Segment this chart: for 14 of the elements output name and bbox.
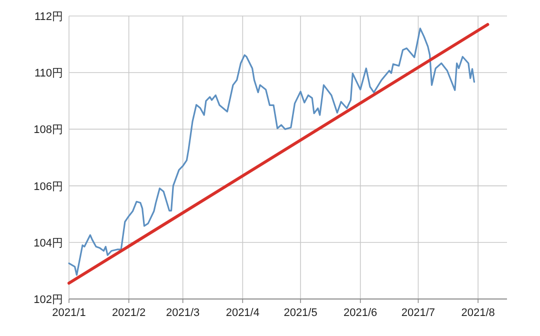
x-tick-label: 2021/2 (112, 307, 146, 319)
y-tick-label: 106円 (34, 180, 63, 193)
x-tick-label: 2021/7 (401, 307, 436, 319)
y-tick-label: 112円 (34, 11, 63, 23)
x-tick-label: 2021/8 (461, 307, 495, 319)
x-tick-label: 2021/4 (226, 307, 260, 319)
y-tick-label: 102円 (34, 294, 63, 306)
y-tick-label: 104円 (34, 237, 63, 250)
x-tick-label: 2021/1 (52, 307, 86, 319)
x-tick-label: 2021/5 (284, 307, 318, 319)
y-tick-label: 110円 (34, 68, 63, 80)
x-tick-label: 2021/3 (166, 307, 200, 319)
x-tick-label: 2021/6 (344, 307, 378, 319)
y-tick-label: 108円 (34, 124, 63, 136)
